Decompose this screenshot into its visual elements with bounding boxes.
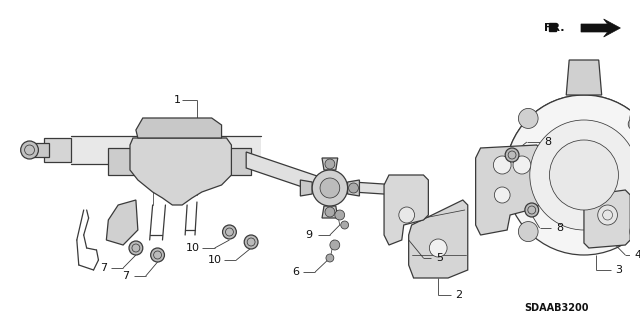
Circle shape xyxy=(518,108,538,129)
Polygon shape xyxy=(130,138,232,205)
Circle shape xyxy=(349,183,358,193)
Circle shape xyxy=(630,108,640,129)
Circle shape xyxy=(505,148,519,162)
Polygon shape xyxy=(584,190,630,248)
Text: 7: 7 xyxy=(100,263,107,273)
Text: 2: 2 xyxy=(455,290,463,300)
Circle shape xyxy=(628,118,640,130)
Polygon shape xyxy=(348,180,360,196)
Text: 9: 9 xyxy=(306,230,313,240)
Text: 8: 8 xyxy=(544,137,551,147)
Text: 4: 4 xyxy=(634,250,640,260)
Bar xyxy=(548,23,556,31)
Circle shape xyxy=(244,235,258,249)
Circle shape xyxy=(150,248,164,262)
Polygon shape xyxy=(322,158,338,170)
Circle shape xyxy=(505,95,640,255)
Circle shape xyxy=(513,156,531,174)
Circle shape xyxy=(530,120,638,230)
Circle shape xyxy=(325,207,335,217)
Polygon shape xyxy=(353,182,399,195)
Circle shape xyxy=(326,254,334,262)
Text: 6: 6 xyxy=(292,267,299,277)
Circle shape xyxy=(129,241,143,255)
Polygon shape xyxy=(476,145,541,235)
Polygon shape xyxy=(300,180,312,196)
Text: 10: 10 xyxy=(186,243,200,253)
Circle shape xyxy=(340,221,349,229)
Circle shape xyxy=(399,207,415,223)
Polygon shape xyxy=(566,60,602,95)
Polygon shape xyxy=(108,148,136,175)
Circle shape xyxy=(429,239,447,257)
Polygon shape xyxy=(71,136,261,164)
Polygon shape xyxy=(136,118,221,138)
Text: 10: 10 xyxy=(207,255,221,265)
Text: 7: 7 xyxy=(122,271,130,281)
Circle shape xyxy=(518,222,538,241)
Text: FR.: FR. xyxy=(544,23,564,33)
Polygon shape xyxy=(44,138,71,162)
Circle shape xyxy=(330,240,340,250)
Text: SDAAB3200: SDAAB3200 xyxy=(524,303,589,313)
Polygon shape xyxy=(384,175,428,245)
Circle shape xyxy=(493,156,511,174)
Circle shape xyxy=(320,178,340,198)
Circle shape xyxy=(20,141,38,159)
Polygon shape xyxy=(322,206,338,218)
Circle shape xyxy=(525,203,539,217)
Circle shape xyxy=(325,159,335,169)
Circle shape xyxy=(312,170,348,206)
Text: 5: 5 xyxy=(436,253,444,263)
Polygon shape xyxy=(581,19,620,37)
Circle shape xyxy=(494,187,510,203)
Polygon shape xyxy=(246,152,320,193)
Polygon shape xyxy=(106,200,138,245)
Text: 1: 1 xyxy=(173,95,180,105)
Polygon shape xyxy=(29,143,49,157)
Text: 8: 8 xyxy=(556,223,563,233)
Polygon shape xyxy=(225,148,251,175)
Circle shape xyxy=(598,205,618,225)
Circle shape xyxy=(223,225,236,239)
Circle shape xyxy=(630,222,640,241)
Circle shape xyxy=(335,210,345,220)
Circle shape xyxy=(550,140,618,210)
Polygon shape xyxy=(409,200,468,278)
Text: 3: 3 xyxy=(615,265,622,275)
